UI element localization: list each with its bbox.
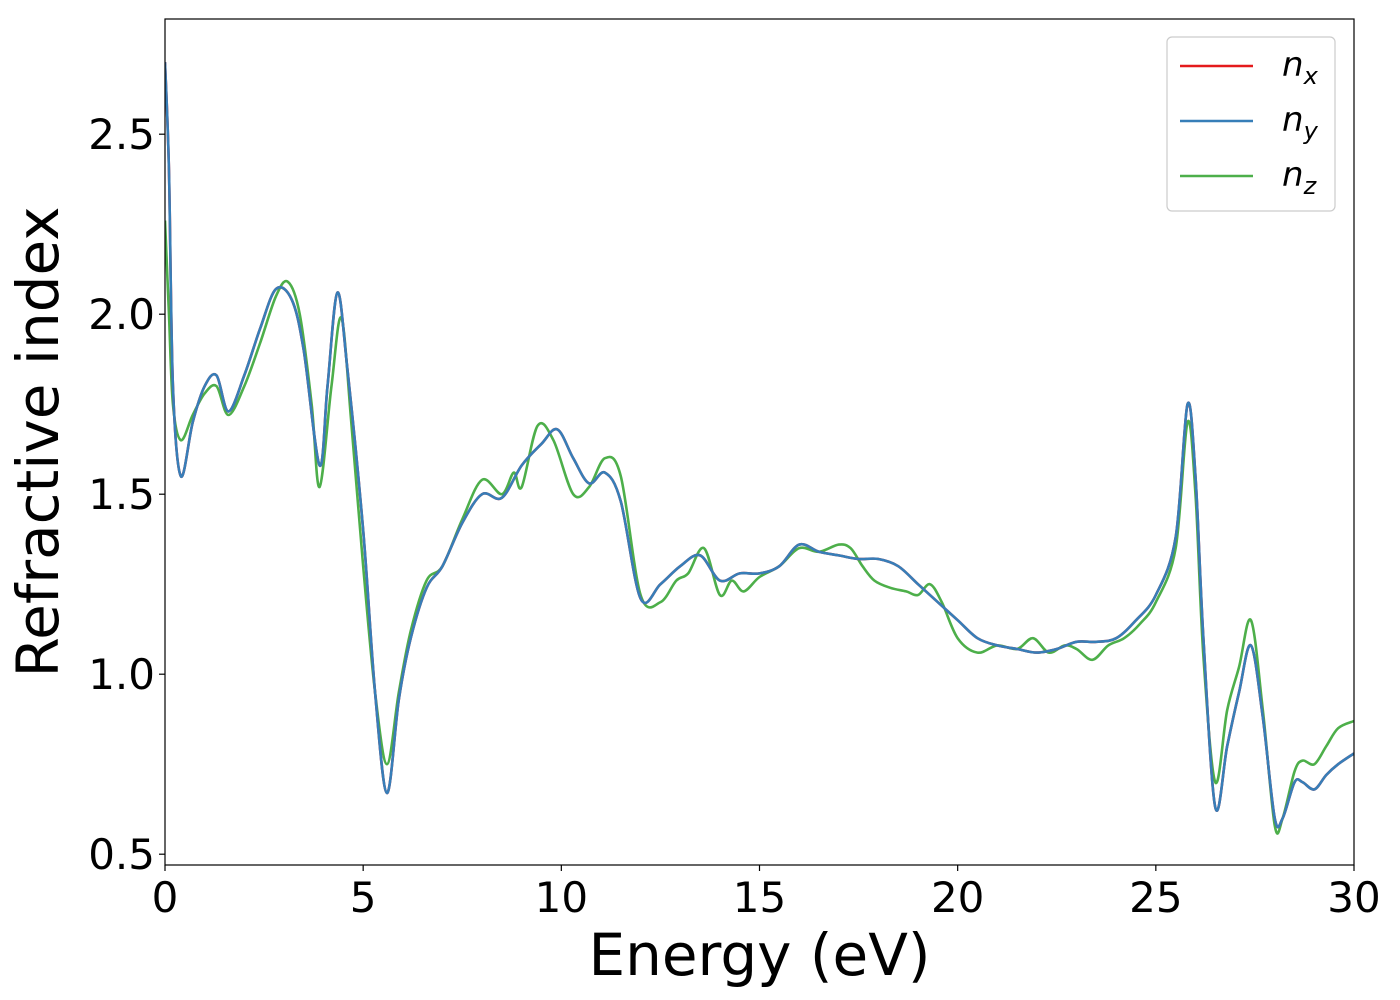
y-axis-ticks: 0.5 1.0 1.5 2.0 2.5: [88, 110, 165, 879]
series-line-n-y: [165, 62, 1354, 829]
x-tick-label: 25: [1129, 873, 1182, 922]
y-tick-label: 1.5: [88, 470, 155, 519]
legend: nx ny nz: [1166, 36, 1336, 212]
y-tick-label: 1.0: [88, 650, 155, 699]
y-tick-label: 2.0: [88, 290, 155, 339]
legend-label-n-y: ny: [1282, 100, 1319, 145]
x-axis-label: Energy (eV): [588, 921, 930, 989]
x-axis-ticks: 0 5 10 15 20 25 30: [152, 865, 1381, 922]
y-axis-label: Refractive index: [4, 206, 72, 677]
legend-label-n-x: nx: [1282, 45, 1319, 90]
x-tick-label: 5: [350, 873, 377, 922]
legend-box: [1166, 36, 1336, 212]
series-layer: [165, 62, 1354, 835]
x-tick-label: 20: [931, 873, 984, 922]
y-tick-label: 2.5: [88, 110, 155, 159]
legend-label-n-z: nz: [1282, 155, 1318, 200]
y-tick-label: 0.5: [88, 830, 155, 879]
x-tick-label: 0: [152, 873, 179, 922]
x-tick-label: 30: [1327, 873, 1380, 922]
x-tick-label: 15: [733, 873, 786, 922]
x-tick-label: 10: [535, 873, 588, 922]
